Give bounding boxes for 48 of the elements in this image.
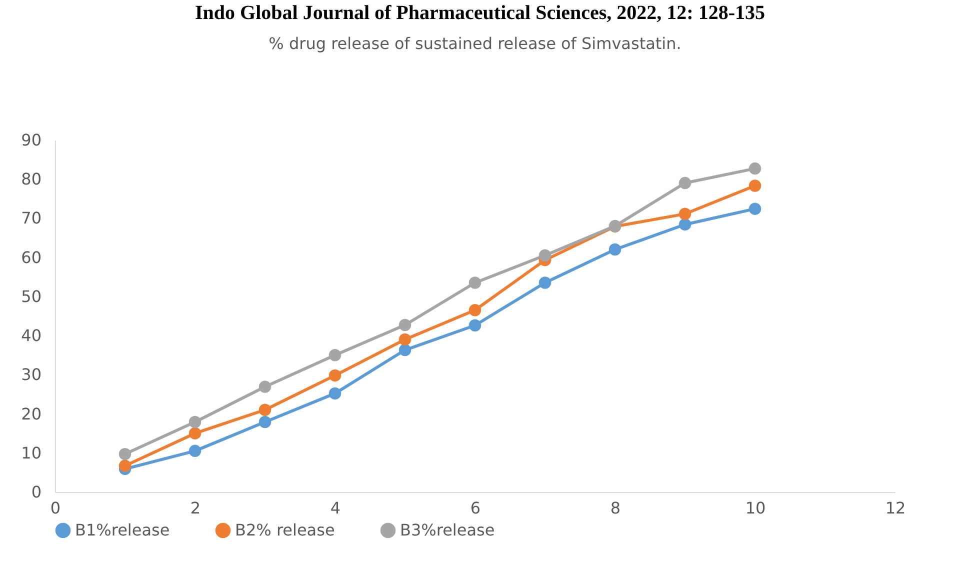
x-tick-label: 4 xyxy=(330,498,341,518)
point xyxy=(118,460,132,472)
x-tick-label: 2 xyxy=(190,498,201,518)
point xyxy=(468,304,482,316)
point xyxy=(188,444,202,458)
point xyxy=(188,416,202,428)
y-tick-label: 20 xyxy=(21,404,42,424)
point xyxy=(258,380,272,393)
legend-label: B3%release xyxy=(400,520,495,540)
point xyxy=(398,333,412,346)
text: Indo Global Journal of Pharmaceutical Sciences, 2022, 12: 128-135 xyxy=(194,1,766,26)
point xyxy=(678,208,692,220)
point xyxy=(608,243,622,256)
point xyxy=(328,387,342,400)
x-tick-label: 10 xyxy=(745,498,766,518)
y-tick-label: 30 xyxy=(21,365,42,384)
point xyxy=(398,344,412,356)
x-tick-label: 12 xyxy=(885,498,906,518)
y-tick-label: 60 xyxy=(21,248,42,267)
y-tick-label: 80 xyxy=(21,170,42,189)
x-tick-label: 8 xyxy=(610,498,621,518)
y-tick-label: 50 xyxy=(21,286,42,306)
point xyxy=(678,218,692,231)
x-tick-label: 6 xyxy=(470,498,481,518)
x-tick-label: 0 xyxy=(50,498,61,518)
y-tick-label: 70 xyxy=(21,208,42,228)
point xyxy=(328,369,342,382)
point xyxy=(258,416,272,428)
point xyxy=(748,202,762,215)
y-tick-label: 10 xyxy=(21,443,42,462)
point xyxy=(118,448,132,460)
point xyxy=(748,180,762,192)
point xyxy=(538,276,552,289)
point xyxy=(398,318,412,332)
legend-label: B2% release xyxy=(235,520,335,540)
point xyxy=(468,319,482,332)
point xyxy=(538,249,552,262)
point xyxy=(678,176,692,190)
point xyxy=(328,349,342,362)
y-tick-label: 0 xyxy=(31,482,42,502)
y-tick-label: 90 xyxy=(21,130,42,150)
point xyxy=(258,404,272,416)
point xyxy=(188,427,202,440)
y-tick-label: 40 xyxy=(21,326,42,346)
legend-label: B1%release xyxy=(75,520,170,540)
point xyxy=(468,276,482,289)
chart-title: % drug release of sustained release of Simvastatin. xyxy=(268,34,682,53)
point xyxy=(748,162,762,175)
